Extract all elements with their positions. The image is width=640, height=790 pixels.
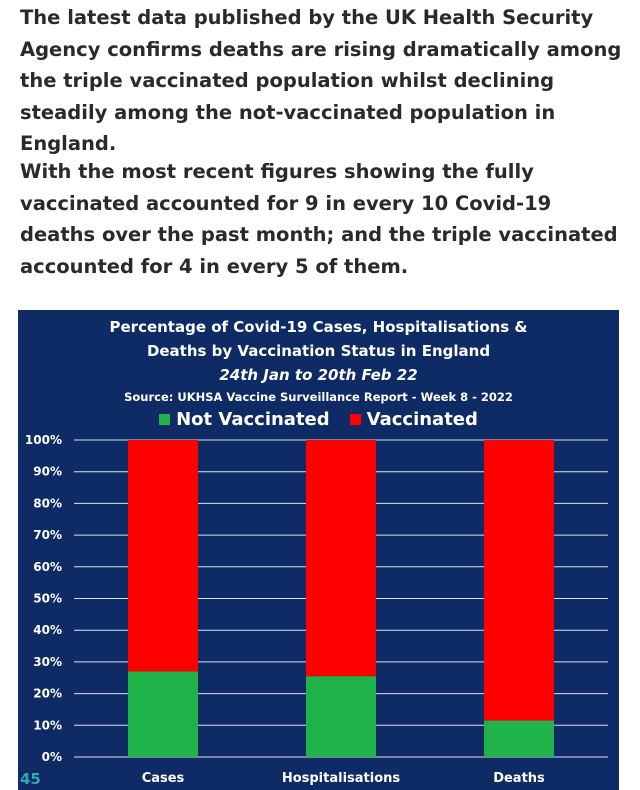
y-tick-label: 40% — [33, 623, 62, 637]
y-tick-label: 60% — [33, 560, 62, 574]
y-tick-label: 20% — [33, 687, 62, 701]
x-category-label: Deaths — [493, 771, 545, 786]
y-tick-label: 70% — [33, 528, 62, 542]
chart-title-line-1: Percentage of Covid-19 Cases, Hospitalis… — [109, 318, 528, 336]
legend-item-vaccinated: Vaccinated — [349, 408, 478, 430]
x-category-label: Cases — [142, 771, 185, 786]
x-category-label: Hospitalisations — [282, 771, 401, 786]
stacked-bar-plot: 0% 10% 20% 30% 40% 50% 60% 70% 80% 90% 100% Cases Ho… — [25, 433, 608, 786]
bar-deaths-not-vaccinated — [484, 720, 554, 757]
page-number: 45 — [20, 770, 41, 788]
bar-hospitalisations-not-vaccinated — [306, 676, 376, 757]
y-tick-label: 90% — [33, 465, 62, 479]
y-tick-label: 50% — [33, 592, 62, 606]
legend-swatch-not-vaccinated — [159, 413, 171, 425]
legend-item-not-vaccinated: Not Vaccinated — [159, 409, 330, 430]
y-tick-label: 10% — [33, 718, 62, 732]
y-tick-label: 0% — [42, 750, 62, 764]
chart-title-date-range: 24th Jan to 20th Feb 22 — [219, 366, 418, 384]
y-tick-label: 100% — [25, 433, 62, 447]
chart-panel: Percentage of Covid-19 Cases, Hospitalis… — [18, 310, 619, 790]
y-tick-label: 30% — [33, 655, 62, 669]
chart-legend: Not Vaccinated Vaccinated — [18, 406, 619, 432]
bar-deaths-vaccinated — [484, 440, 554, 721]
article-paragraph-1: The latest data published by the UK Heal… — [20, 6, 622, 155]
bar-hospitalisations-vaccinated — [306, 440, 376, 677]
chart-source: Source: UKHSA Vaccine Surveillance Repor… — [124, 390, 513, 404]
y-tick-label: 80% — [33, 496, 62, 510]
bar-cases-vaccinated — [128, 440, 198, 672]
legend-swatch-vaccinated — [349, 413, 361, 425]
legend-label-vaccinated: Vaccinated — [366, 408, 478, 430]
legend-label-not-vaccinated: Not Vaccinated — [176, 408, 330, 430]
bar-cases-not-vaccinated — [128, 671, 198, 757]
article-paragraph-2: With the most recent figures showing the… — [20, 160, 618, 278]
chart-title-line-2: Deaths by Vaccination Status in England — [146, 342, 491, 360]
